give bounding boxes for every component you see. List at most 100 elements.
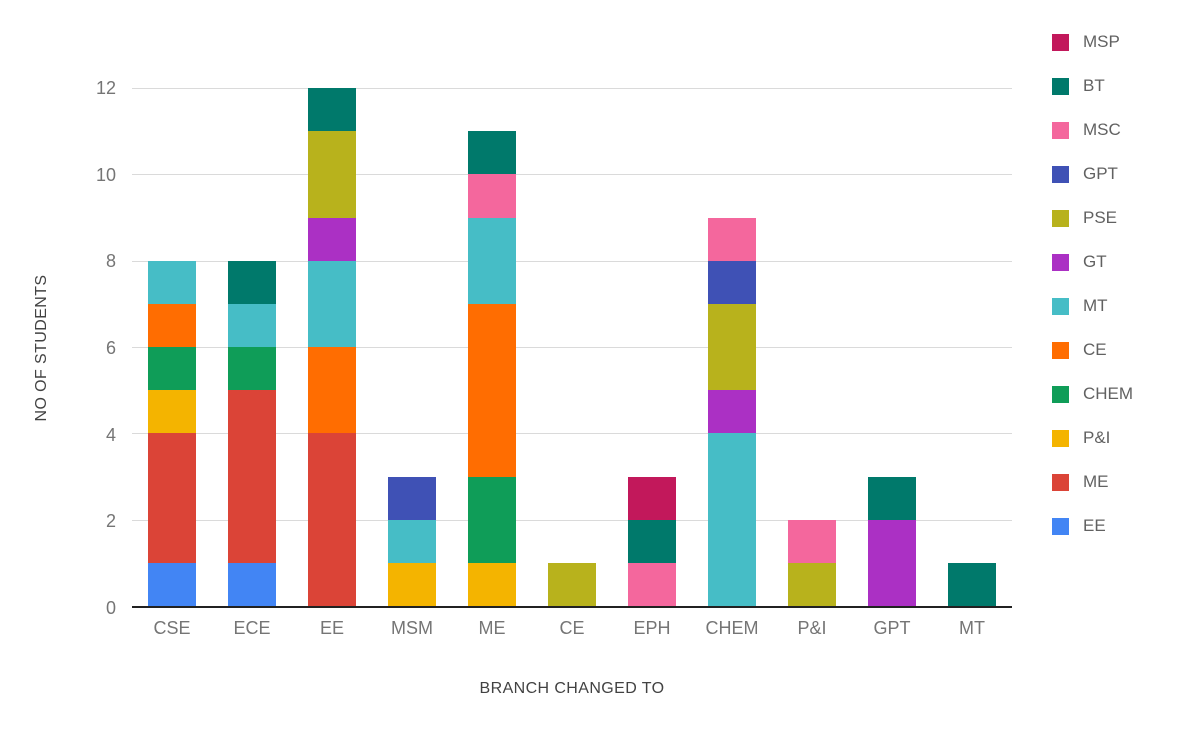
legend-label: MT xyxy=(1083,296,1108,315)
bar-segment-ME-BT[interactable] xyxy=(468,131,516,175)
bar-segment-EE-ME[interactable] xyxy=(308,433,356,606)
bar-CE xyxy=(532,88,612,606)
legend-item-ME[interactable]: ME xyxy=(1052,472,1133,492)
bar-segment-EE-BT[interactable] xyxy=(308,88,356,132)
bar-MSM xyxy=(372,88,452,606)
bar-segment-ME-CHEM[interactable] xyxy=(468,476,516,563)
legend-item-CE[interactable]: CE xyxy=(1052,340,1133,360)
gridline xyxy=(132,88,1012,89)
legend-item-CHEM[interactable]: CHEM xyxy=(1052,384,1133,404)
bar-segment-GPT-BT[interactable] xyxy=(868,476,916,520)
legend-swatch-icon xyxy=(1052,121,1069,139)
gridline xyxy=(132,260,1012,262)
bar-segment-CSE-MT[interactable] xyxy=(148,260,196,304)
bar-CHEM xyxy=(692,88,772,606)
bar-segment-ECE-EE[interactable] xyxy=(228,562,276,606)
legend-item-PSE[interactable]: PSE xyxy=(1052,208,1133,228)
legend-swatch-icon xyxy=(1052,429,1069,447)
x-axis-title: BRANCH CHANGED TO xyxy=(479,680,665,697)
bar-segment-CHEM-MSC[interactable] xyxy=(708,217,756,261)
bar-segment-CSE-ME[interactable] xyxy=(148,433,196,563)
bar-segment-P&I-PSE[interactable] xyxy=(788,562,836,606)
bar-segment-CSE-CE[interactable] xyxy=(148,303,196,347)
legend-swatch-icon xyxy=(1052,341,1069,359)
bar-segment-GPT-GT[interactable] xyxy=(868,519,916,606)
bar-segment-ME-CE[interactable] xyxy=(468,303,516,477)
legend-swatch-icon xyxy=(1052,297,1069,315)
x-axis-tick-label: ECE xyxy=(233,618,271,638)
x-axis-tick-label: EPH xyxy=(633,618,671,638)
bar-segment-EE-PSE[interactable] xyxy=(308,131,356,218)
legend-label: ME xyxy=(1083,472,1109,491)
legend-item-MT[interactable]: MT xyxy=(1052,296,1133,316)
legend-item-MSP[interactable]: MSP xyxy=(1052,32,1133,52)
bar-segment-CHEM-GPT[interactable] xyxy=(708,260,756,304)
bar-segment-EE-MT[interactable] xyxy=(308,260,356,347)
legend-label: EE xyxy=(1083,516,1106,535)
legend-item-BT[interactable]: BT xyxy=(1052,76,1133,96)
legend-item-P&I[interactable]: P&I xyxy=(1052,428,1133,448)
bar-ECE xyxy=(212,88,292,606)
legend-item-EE[interactable]: EE xyxy=(1052,516,1133,536)
bar-segment-EPH-MSP[interactable] xyxy=(628,476,676,520)
bar-segment-CHEM-GT[interactable] xyxy=(708,390,756,434)
y-axis-tick-label: 2 xyxy=(105,511,116,532)
x-axis-tick-label: MT xyxy=(959,618,985,638)
x-axis-tick-label: EE xyxy=(319,618,344,638)
x-axis-tick-label: CHEM xyxy=(705,618,759,638)
legend-item-GT[interactable]: GT xyxy=(1052,252,1133,272)
bar-segment-EPH-BT[interactable] xyxy=(628,519,676,563)
legend-item-GPT[interactable]: GPT xyxy=(1052,164,1133,184)
legend-item-MSC[interactable]: MSC xyxy=(1052,120,1133,140)
bar-segment-ME-P&I[interactable] xyxy=(468,562,516,606)
y-axis-tick-label: 12 xyxy=(95,78,116,98)
y-axis-tick-label: 10 xyxy=(95,164,116,185)
x-axis-tick-label: GPT xyxy=(873,618,911,638)
bar-segment-ECE-CHEM[interactable] xyxy=(228,347,276,391)
bar-segment-ECE-BT[interactable] xyxy=(228,260,276,304)
bar-segment-CE-PSE[interactable] xyxy=(548,562,596,606)
bar-segment-P&I-MSC[interactable] xyxy=(788,519,836,563)
bar-segment-CSE-CHEM[interactable] xyxy=(148,347,196,391)
legend-swatch-icon xyxy=(1052,385,1069,403)
bar-segment-ECE-MT[interactable] xyxy=(228,303,276,347)
x-axis-tick-label: ME xyxy=(478,618,506,638)
bar-segment-EE-CE[interactable] xyxy=(308,347,356,434)
x-axis-tick-label: CE xyxy=(559,618,585,638)
bar-segment-CHEM-PSE[interactable] xyxy=(708,303,756,391)
bar-segment-ME-MT[interactable] xyxy=(468,217,516,304)
bar-CSE xyxy=(132,88,212,606)
legend-label: BT xyxy=(1083,76,1105,95)
y-axis-tick-label: 6 xyxy=(105,338,116,358)
gridline xyxy=(132,519,1012,521)
legend-swatch-icon xyxy=(1052,33,1069,51)
y-axis-tick-label: 4 xyxy=(105,424,116,445)
legend-swatch-icon xyxy=(1052,253,1069,271)
bar-segment-CSE-P&I[interactable] xyxy=(148,390,196,434)
bar-MT xyxy=(932,88,1012,606)
gridline xyxy=(132,174,1012,176)
bar-segment-CHEM-MT[interactable] xyxy=(708,433,756,606)
bar-segment-ME-MSC[interactable] xyxy=(468,174,516,218)
bar-segment-EPH-MSC[interactable] xyxy=(628,562,676,606)
bar-EPH xyxy=(612,88,692,606)
legend-label: GT xyxy=(1083,252,1107,271)
legend-label: MSC xyxy=(1083,120,1121,139)
bar-EE xyxy=(292,88,372,606)
bar-segment-MSM-GPT[interactable] xyxy=(388,476,436,520)
y-axis-tick-label: 0 xyxy=(105,598,116,618)
bar-segment-MSM-P&I[interactable] xyxy=(388,562,436,606)
legend: MSP BT MSC GPT PSE GT MT CE CHEM P&I ME EE xyxy=(1052,32,1133,560)
legend-swatch-icon xyxy=(1052,77,1069,95)
bar-segment-CSE-EE[interactable] xyxy=(148,562,196,606)
bar-segment-MSM-MT[interactable] xyxy=(388,519,436,563)
gridline xyxy=(132,347,1012,348)
bar-ME xyxy=(452,88,532,606)
legend-swatch-icon xyxy=(1052,517,1069,535)
legend-label: CE xyxy=(1083,340,1107,359)
x-axis-tick-label: P&I xyxy=(797,618,827,638)
bar-segment-MT-BT[interactable] xyxy=(948,562,996,606)
gridline xyxy=(132,433,1012,435)
bar-segment-ECE-ME[interactable] xyxy=(228,390,276,563)
bar-segment-EE-GT[interactable] xyxy=(308,217,356,261)
